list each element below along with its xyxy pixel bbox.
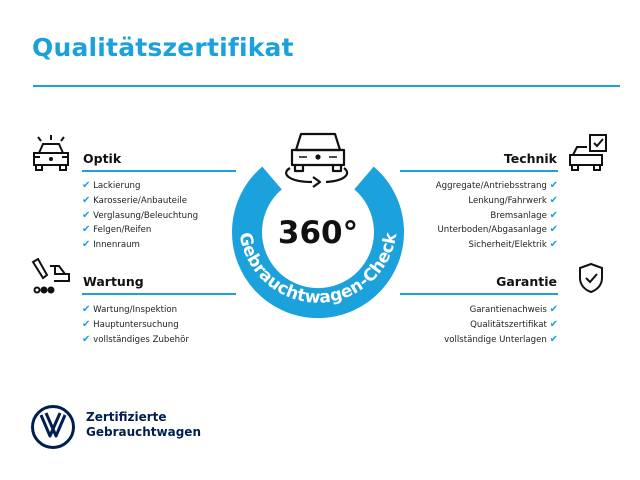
badge-ring	[232, 166, 404, 319]
list-item: ✔ Innenraum	[82, 239, 140, 251]
list-item: Aggregate/Antriebsstrang ✔	[435, 180, 558, 191]
car-lights-icon	[33, 135, 69, 171]
check-icon: ✔	[549, 209, 558, 221]
service-car-icon	[31, 258, 70, 294]
list-item: Sicherheit/Elektrik ✔	[468, 239, 558, 251]
list-item: Bremsanlage ✔	[490, 209, 558, 221]
optik-list: ✔ Lackierung ✔ Karosserie/Anbauteile ✔ V…	[82, 179, 198, 253]
check-icon: ✔	[549, 194, 558, 206]
list-item: ✔ Verglasung/Beleuchtung	[82, 209, 199, 221]
wartung-list: ✔ Wartung/Inspektion ✔ Hauptuntersuchung…	[82, 303, 189, 347]
shield-check-icon	[579, 262, 603, 294]
page-title: Qualitätszertifikat	[32, 33, 294, 62]
check-icon: ✔	[82, 209, 91, 221]
list-item: ✔ Lackierung	[82, 180, 141, 191]
car-checklist-icon	[569, 134, 607, 171]
check-icon: ✔	[549, 333, 558, 345]
check-icon: ✔	[549, 180, 558, 191]
car-rotate-icon	[285, 132, 349, 188]
list-item: ✔ Hauptuntersuchung	[82, 318, 179, 330]
list-item: Qualitätszertifikat ✔	[470, 318, 558, 330]
list-item: ✔ Felgen/Reifen	[82, 224, 152, 236]
check-icon: ✔	[549, 304, 558, 315]
check-icon: ✔	[82, 180, 91, 191]
list-item: ✔ vollständiges Zubehör	[82, 333, 189, 345]
check-icon: ✔	[82, 333, 91, 345]
brand-line-2: Gebrauchtwagen	[86, 425, 201, 439]
brand-text: Zertifizierte Gebrauchtwagen	[86, 410, 201, 440]
section-divider	[400, 170, 558, 172]
check-icon: ✔	[549, 239, 558, 251]
technik-list: Aggregate/Antriebsstrang ✔ Lenkung/Fahrw…	[436, 179, 558, 253]
list-item: Garantienachweis ✔	[469, 304, 558, 315]
section-heading-optik: Optik	[83, 151, 122, 166]
list-item: ✔ Karosserie/Anbauteile	[82, 194, 188, 206]
check-icon: ✔	[549, 224, 558, 236]
check-icon: ✔	[82, 194, 91, 206]
check-icon: ✔	[82, 304, 91, 315]
garantie-list: Garantienachweis ✔ Qualitätszertifikat ✔…	[444, 303, 558, 347]
check-icon: ✔	[82, 318, 91, 330]
brand-line-1: Zertifizierte	[86, 410, 167, 424]
vw-logo	[31, 405, 75, 449]
check-icon: ✔	[549, 318, 558, 330]
title-divider	[33, 85, 620, 87]
list-item: Lenkung/Fahrwerk ✔	[468, 194, 558, 206]
section-divider	[82, 170, 236, 172]
badge-360-text: 360°	[278, 215, 358, 251]
section-divider	[82, 293, 236, 295]
section-heading-garantie: Garantie	[496, 274, 557, 289]
section-divider	[400, 293, 558, 295]
check-icon: ✔	[82, 224, 91, 236]
section-heading-wartung: Wartung	[83, 274, 144, 289]
check-icon: ✔	[82, 239, 91, 251]
list-item: Unterboden/Abgasanlage ✔	[437, 224, 559, 236]
list-item: ✔ Wartung/Inspektion	[82, 304, 178, 315]
list-item: vollständige Unterlagen ✔	[444, 333, 558, 345]
section-heading-technik: Technik	[503, 151, 557, 166]
